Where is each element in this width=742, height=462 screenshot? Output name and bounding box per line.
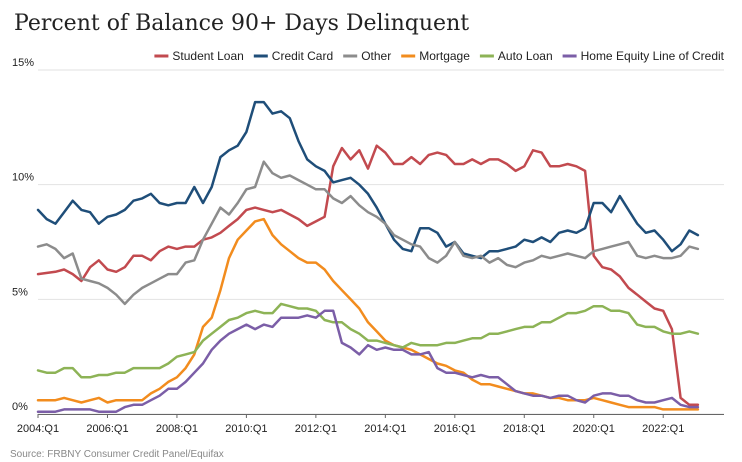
legend-item: Mortgage [401,49,470,63]
legend-item: Home Equity Line of Credit [562,49,725,63]
x-tick-label: 2018:Q1 [503,423,545,435]
legend-label: Auto Loan [498,49,553,63]
legend-item: Student Loan [154,49,244,63]
x-tick-label: 2008:Q1 [156,423,198,435]
chart-title: Percent of Balance 90+ Days Delinquent [14,11,469,36]
legend-label: Credit Card [272,49,333,63]
x-tick-label: 2020:Q1 [573,423,615,435]
y-axis-tick-labels: 0% 5% 10% 15% [12,57,34,413]
legend-item: Auto Loan [479,49,553,63]
x-tick-label: 2006:Q1 [86,423,128,435]
source-note: Source: FRBNY Consumer Credit Panel/Equi… [10,449,224,460]
legend-label: Other [361,49,391,63]
y-tick-label: 0% [12,401,28,413]
series-line-credit-card [36,100,700,260]
y-tick-label: 10% [12,172,34,184]
x-tick-label: 2022:Q1 [642,423,684,435]
x-axis-tick-labels: 2004:Q1 2006:Q1 2008:Q1 2010:Q1 2012:Q1 2014:… [17,414,684,435]
series-line-auto-loan [36,302,700,379]
x-tick-label: 2004:Q1 [17,423,59,435]
legend-item: Credit Card [253,49,333,63]
y-tick-label: 15% [12,57,34,69]
legend-label: Home Equity Line of Credit [581,49,725,63]
legend-label: Student Loan [172,49,243,63]
x-tick-label: 2012:Q1 [295,423,337,435]
gridlines [38,69,724,415]
y-tick-label: 5% [12,286,28,298]
legend-label: Mortgage [419,49,470,63]
series-line-home-equity-line-of-credit [36,309,700,413]
legend-item: Other [343,49,391,63]
series-lines [36,100,700,413]
x-tick-label: 2016:Q1 [434,423,476,435]
series-line-mortgage [36,217,700,411]
legend: Student Loan Credit Card Other Mortgage Auto… [154,49,725,63]
series-line-other [36,160,700,306]
x-tick-label: 2010:Q1 [225,423,267,435]
x-tick-label: 2014:Q1 [364,423,406,435]
